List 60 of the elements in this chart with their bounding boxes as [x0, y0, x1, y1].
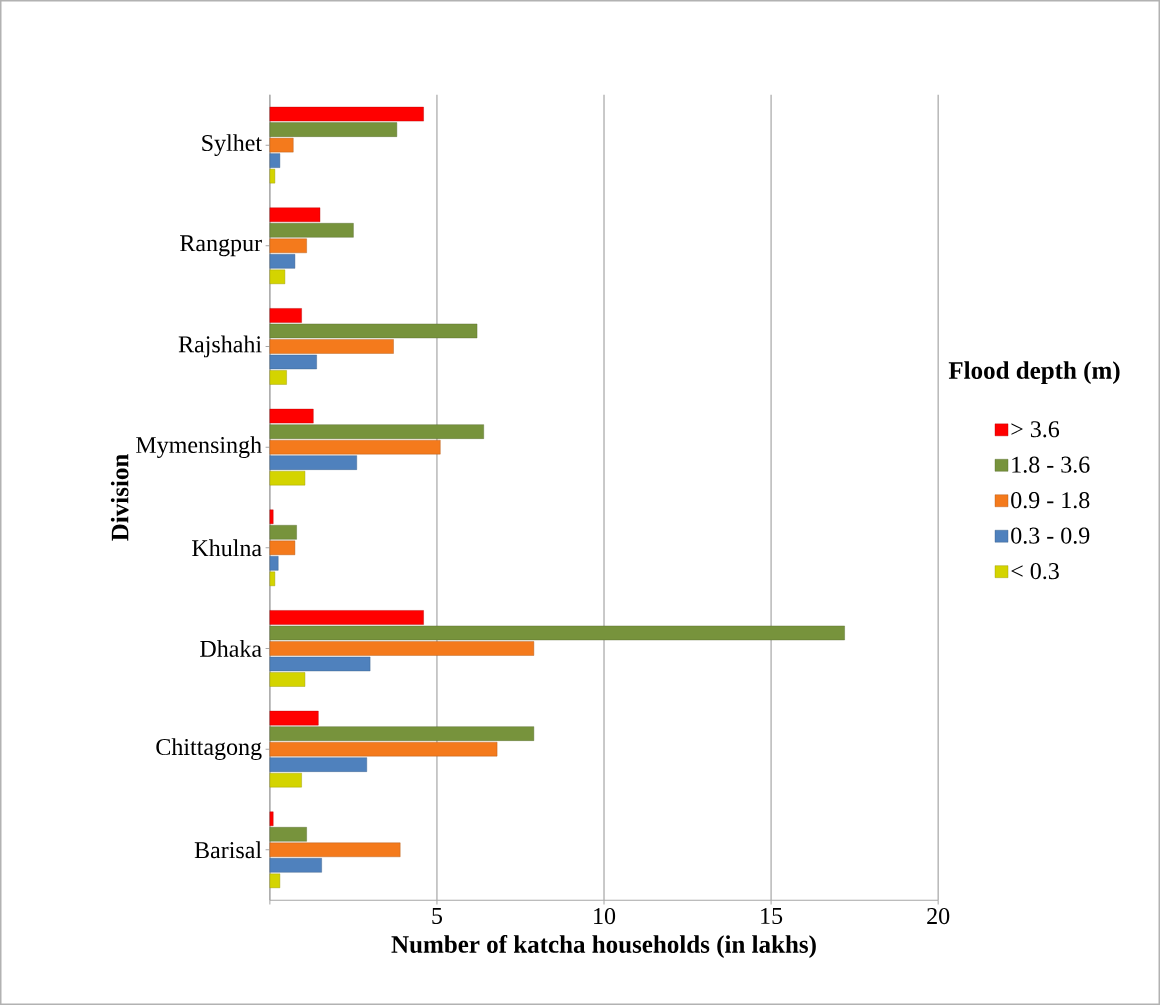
bar — [269, 811, 274, 827]
bar — [269, 726, 535, 741]
legend-label: > 3.6 — [1011, 421, 1060, 438]
bar — [269, 741, 498, 757]
y-tick-label: Mymensingh — [136, 436, 262, 459]
bar — [269, 842, 401, 858]
bar — [269, 408, 314, 424]
x-tick-label: 20 — [927, 907, 950, 925]
bar — [269, 269, 286, 285]
legend-title: Flood depth (m) — [948, 361, 1120, 385]
y-tick-label: Rangpur — [180, 235, 262, 257]
bar — [269, 439, 441, 455]
y-tick-label: Chittagong — [156, 738, 262, 761]
bar — [269, 571, 276, 587]
bar — [269, 339, 394, 354]
bar — [269, 424, 484, 439]
x-axis-title: Number of katcha households (in lakhs) — [391, 935, 816, 958]
bar — [269, 455, 357, 470]
bar — [269, 106, 424, 122]
y-tick-label: Sylhet — [202, 134, 262, 157]
bar — [269, 323, 478, 339]
x-tick-label: 5 — [432, 907, 442, 924]
bar — [269, 556, 279, 571]
bar — [269, 308, 302, 323]
bar — [269, 168, 276, 184]
bar — [269, 207, 321, 223]
bar — [269, 641, 535, 656]
bar — [269, 354, 317, 370]
legend-label: 0.3 - 0.9 — [1011, 527, 1090, 544]
bar — [269, 625, 845, 641]
bar — [269, 610, 424, 625]
y-tick-label: Rajshahi — [178, 335, 262, 358]
y-axis-title: Division — [110, 454, 129, 541]
bar — [269, 757, 367, 772]
bar — [269, 509, 274, 525]
legend-label: 1.8 - 3.6 — [1012, 456, 1090, 473]
y-tick-label: Khulna — [192, 539, 262, 557]
bar — [269, 370, 287, 385]
bar — [269, 254, 296, 269]
legend-label: < 0.3 — [1011, 562, 1059, 580]
bar — [269, 238, 307, 254]
bar — [269, 122, 398, 137]
bar — [269, 858, 322, 873]
legend-label: 0.9 - 1.8 — [1011, 492, 1090, 509]
bar — [269, 153, 281, 168]
bar — [269, 223, 354, 238]
x-tick-label: 10 — [594, 907, 616, 925]
bar — [269, 672, 306, 687]
y-tick-label: Dhaka — [200, 640, 262, 657]
bar — [269, 772, 302, 788]
bar — [269, 827, 307, 842]
bar — [269, 540, 296, 556]
bar — [269, 873, 281, 889]
bar — [269, 710, 319, 726]
x-tick-label: 15 — [761, 907, 783, 925]
bar — [269, 137, 294, 153]
bar — [269, 656, 371, 672]
y-tick-label: Barisal — [194, 841, 262, 859]
bar — [269, 470, 306, 486]
bar — [269, 525, 297, 540]
